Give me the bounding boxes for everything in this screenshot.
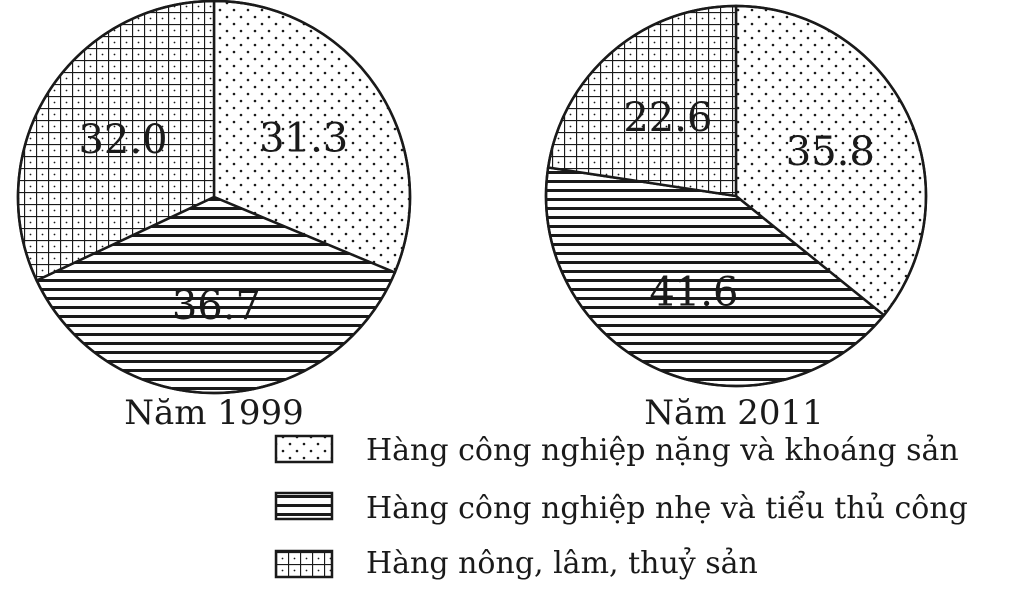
pie-chart-2011: 35.8 41.6 22.6 Năm 2011 [544,4,928,433]
pie-2011-value-light-industry: 41.6 [649,270,738,316]
legend-label-heavy-industry: Hàng công nghiệp nặng và khoáng sản [366,433,959,468]
pie-2011-value-agri-forest-fishery: 22.6 [623,95,712,141]
legend-swatch-dots [274,434,334,464]
pie-2011-value-heavy-industry: 35.8 [786,129,875,175]
legend-label-light-industry: Hàng công nghiệp nhẹ và tiểu thủ công [366,490,968,526]
pie-1999-title: Năm 1999 [124,393,304,433]
pie-2011-title: Năm 2011 [644,393,824,433]
pie-1999-outline [16,0,412,395]
legend-item-heavy-industry: Hàng công nghiệp nặng và khoáng sản [274,433,959,468]
legend-item-light-industry: Hàng công nghiệp nhẹ và tiểu thủ công [274,490,968,526]
legend-item-agri-forest-fishery: Hàng nông, lâm, thuỷ sản [274,546,758,581]
legend-swatch-hlines [274,491,334,521]
pie-1999-value-agri-forest-fishery: 32.0 [78,117,167,163]
pie-1999-value-heavy-industry: 31.3 [259,115,348,161]
legend: Hàng công nghiệp nặng và khoáng sản Hàng… [274,433,968,581]
pie-1999-value-light-industry: 36.7 [172,283,261,329]
legend-label-agri-forest-fishery: Hàng nông, lâm, thuỷ sản [366,546,758,581]
pie-2011-outline [544,4,928,388]
pie-chart-1999: 31.3 36.7 32.0 Năm 1999 [16,0,412,433]
legend-swatch-grid [274,549,334,579]
